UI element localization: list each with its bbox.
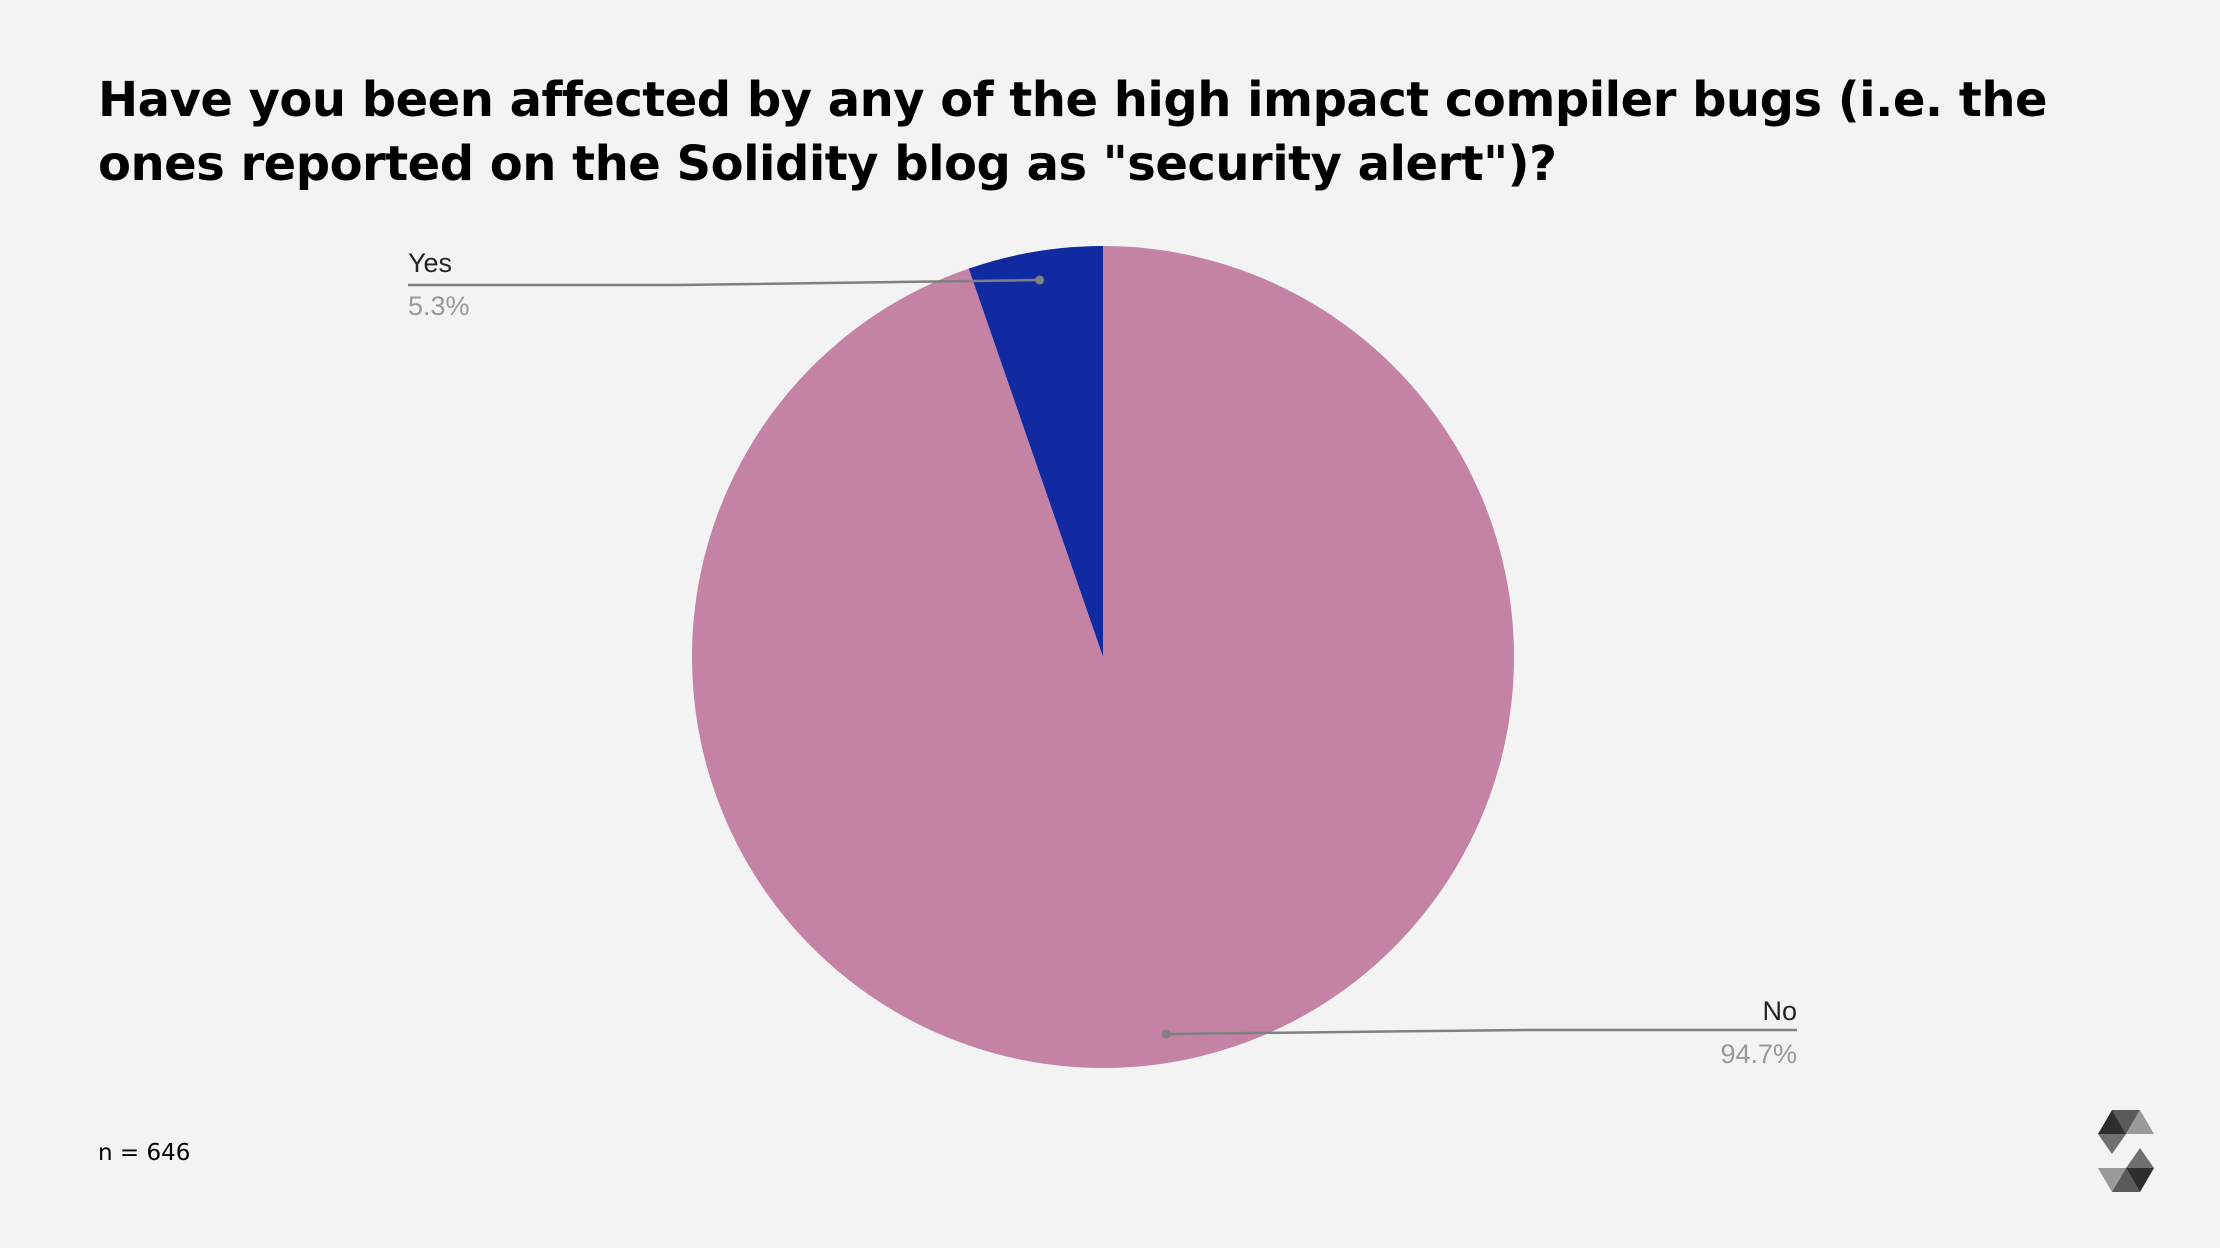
solidity-logo-icon — [2098, 1110, 2154, 1192]
leader-dot-yes — [1035, 275, 1045, 285]
pie-slices — [692, 246, 1514, 1068]
slice-percent-yes: 5.3% — [408, 291, 470, 321]
slice-label-no: No — [1762, 996, 1797, 1026]
slice-percent-no: 94.7% — [1720, 1039, 1797, 1069]
leader-lines — [408, 275, 1797, 1039]
slice-labels: Yes 5.3% No 94.7% — [408, 248, 1797, 1069]
leader-dot-no — [1161, 1029, 1171, 1039]
slice-label-yes: Yes — [408, 248, 452, 278]
sample-size-label: n = 646 — [98, 1140, 191, 1166]
leader-line-yes — [408, 278, 1040, 287]
chart-title: Have you been affected by any of the hig… — [98, 72, 2048, 192]
pie-slice-no — [692, 246, 1514, 1068]
pie-slice-yes — [968, 246, 1103, 657]
leader-line-no — [1166, 1028, 1797, 1036]
